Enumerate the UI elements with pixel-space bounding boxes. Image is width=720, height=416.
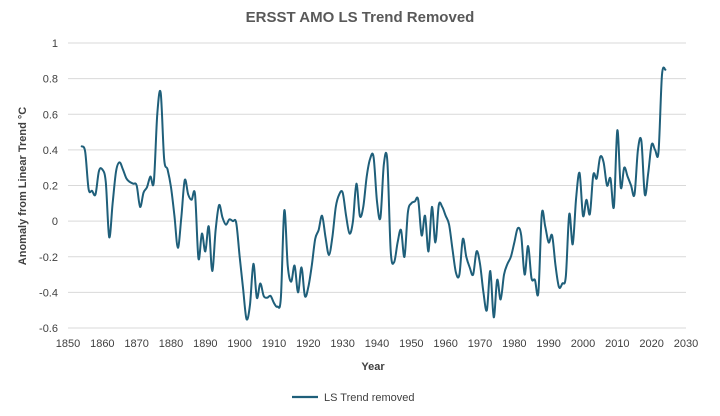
x-tick-label: 1950 (399, 338, 423, 350)
series-line (80, 66, 667, 321)
y-axis-title: Anomaly from Linear Trend °C (17, 107, 29, 265)
y-tick-label: -0.6 (39, 323, 58, 335)
gridlines (68, 42, 686, 329)
x-tick-label: 2020 (639, 338, 663, 350)
x-tick-label: 1990 (536, 338, 560, 350)
y-tick-label: -0.2 (39, 252, 58, 264)
legend-label: LS Trend removed (324, 392, 415, 404)
x-axis-ticks: 1850 1860 1870 1880 1890 1900 1910 1920 1930 1940… (56, 338, 698, 350)
x-tick-label: 1900 (227, 338, 251, 350)
series-layer (80, 66, 667, 321)
y-tick-label: 0.6 (43, 109, 58, 121)
x-tick-label: 1910 (262, 338, 286, 350)
y-tick-label: -0.4 (39, 287, 58, 299)
x-tick-label: 1880 (159, 338, 183, 350)
y-tick-label: 0.8 (43, 74, 58, 86)
x-tick-label: 1860 (90, 338, 114, 350)
x-tick-label: 1850 (56, 338, 80, 350)
x-tick-label: 2010 (605, 338, 629, 350)
y-tick-label: 0.2 (43, 181, 58, 193)
y-tick-label: 1 (52, 38, 58, 50)
y-tick-label: 0 (52, 216, 58, 228)
x-tick-label: 1890 (193, 338, 217, 350)
y-tick-label: 0.4 (43, 145, 58, 157)
x-tick-label: 1920 (296, 338, 320, 350)
y-axis-ticks: -0.6 -0.4 -0.2 0 0.2 0.4 0.6 0.8 1 (39, 38, 58, 335)
chart-title: ERSST AMO LS Trend Removed (246, 9, 475, 26)
x-tick-label: 2000 (571, 338, 595, 350)
x-axis-title: Year (361, 361, 385, 373)
x-tick-label: 1960 (433, 338, 457, 350)
x-tick-label: 1970 (468, 338, 492, 350)
x-tick-label: 2030 (674, 338, 698, 350)
x-tick-label: 1940 (365, 338, 389, 350)
x-tick-label: 1980 (502, 338, 526, 350)
x-tick-label: 1930 (330, 338, 354, 350)
legend: LS Trend removed (292, 392, 415, 404)
x-tick-label: 1870 (124, 338, 148, 350)
